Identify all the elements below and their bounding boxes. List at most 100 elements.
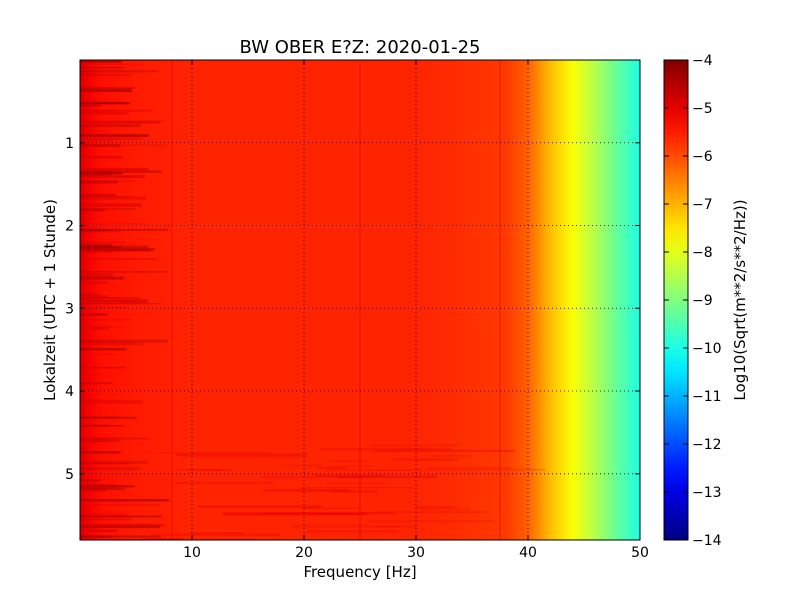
plot-area <box>79 59 641 541</box>
texture-band <box>80 467 140 471</box>
texture-band <box>80 416 137 419</box>
colorbar-tick-label: −13 <box>692 485 722 501</box>
y-tick-label: 4 <box>65 384 74 400</box>
texture-band <box>80 73 131 77</box>
texture-band <box>80 399 118 401</box>
texture-band <box>80 524 161 529</box>
texture-band <box>190 532 243 535</box>
texture-band <box>80 487 125 491</box>
texture-band <box>80 313 109 316</box>
texture-band <box>80 167 149 171</box>
texture-band <box>80 479 101 482</box>
texture-band <box>80 244 112 248</box>
colorbar-tick-label: −14 <box>692 533 722 549</box>
texture-band <box>80 400 143 404</box>
texture-band <box>80 416 119 418</box>
x-tick-label: 20 <box>295 545 313 561</box>
texture-band <box>80 208 137 210</box>
texture-band <box>80 273 114 277</box>
texture-band <box>80 512 125 514</box>
texture-band <box>80 248 152 252</box>
colorbar-tick-label: −11 <box>692 389 722 405</box>
texture-band <box>222 512 371 515</box>
texture-band <box>80 438 108 442</box>
texture-band <box>80 110 116 113</box>
texture-band <box>415 506 458 508</box>
texture-band <box>80 247 155 251</box>
texture-band <box>80 515 162 518</box>
texture-band <box>80 112 129 115</box>
texture-band <box>80 460 149 464</box>
texture-band <box>80 63 141 66</box>
colorbar-tick-label: −12 <box>692 437 722 453</box>
colorbar-tick-label: −7 <box>692 197 713 213</box>
y-tick-label: 3 <box>65 301 74 317</box>
texture-band <box>180 456 309 459</box>
texture-band <box>291 525 418 528</box>
texture-band <box>80 87 135 89</box>
texture-band <box>314 474 385 478</box>
texture-band <box>80 276 124 280</box>
texture-band <box>80 139 144 140</box>
texture-band <box>428 467 512 469</box>
x-tick-label: 40 <box>519 545 537 561</box>
texture-band <box>80 353 118 355</box>
texture-band <box>80 439 120 443</box>
texture-band <box>337 475 437 478</box>
texture-band <box>80 489 106 492</box>
texture-band <box>198 505 323 508</box>
texture-band <box>80 175 145 178</box>
texture-band <box>175 453 308 456</box>
y-tick-label: 5 <box>65 467 74 483</box>
texture-band <box>80 523 166 527</box>
texture-band <box>80 124 142 128</box>
texture-band <box>144 452 270 454</box>
texture-band <box>369 520 495 523</box>
texture-band <box>418 507 471 511</box>
texture-band <box>80 486 118 489</box>
texture-band <box>320 447 452 451</box>
texture-band <box>80 246 122 248</box>
texture-band <box>80 485 135 488</box>
spectrogram-texture <box>80 60 546 540</box>
y-axis-label: Lokalzeit (UTC + 1 Stunde) <box>41 199 59 401</box>
texture-band <box>80 348 127 351</box>
colorbar-tick-label: −6 <box>692 149 713 165</box>
texture-band <box>141 537 183 540</box>
x-axis-label: Frequency [Hz] <box>303 563 416 581</box>
texture-band <box>80 144 121 147</box>
texture-band <box>80 483 104 487</box>
texture-band <box>391 458 457 461</box>
texture-band <box>80 208 105 212</box>
texture-band <box>317 467 348 469</box>
texture-band <box>80 535 111 538</box>
texture-band <box>80 451 121 454</box>
x-tick-label: 30 <box>407 545 425 561</box>
texture-band <box>80 293 101 296</box>
x-tick-label: 10 <box>183 545 201 561</box>
x-tick-label: 50 <box>631 545 649 561</box>
texture-band <box>150 533 281 537</box>
texture-band <box>325 465 373 467</box>
texture-band <box>80 366 126 369</box>
texture-band <box>80 326 123 328</box>
texture-band <box>80 258 158 260</box>
texture-band <box>80 170 163 173</box>
texture-band <box>80 499 170 502</box>
texture-band <box>80 137 142 139</box>
texture-band <box>80 271 169 273</box>
texture-band <box>80 171 122 175</box>
texture-band <box>261 475 370 479</box>
texture-band <box>300 487 412 489</box>
colorbar-tick-label: −5 <box>692 101 713 117</box>
texture-band <box>80 89 132 92</box>
texture-band <box>80 462 131 465</box>
texture-band <box>174 481 274 485</box>
texture-band <box>80 339 168 343</box>
texture-band <box>80 193 117 196</box>
texture-band <box>177 469 222 471</box>
texture-band <box>325 469 422 471</box>
y-tick-label: 2 <box>65 219 74 235</box>
texture-band <box>326 482 388 485</box>
